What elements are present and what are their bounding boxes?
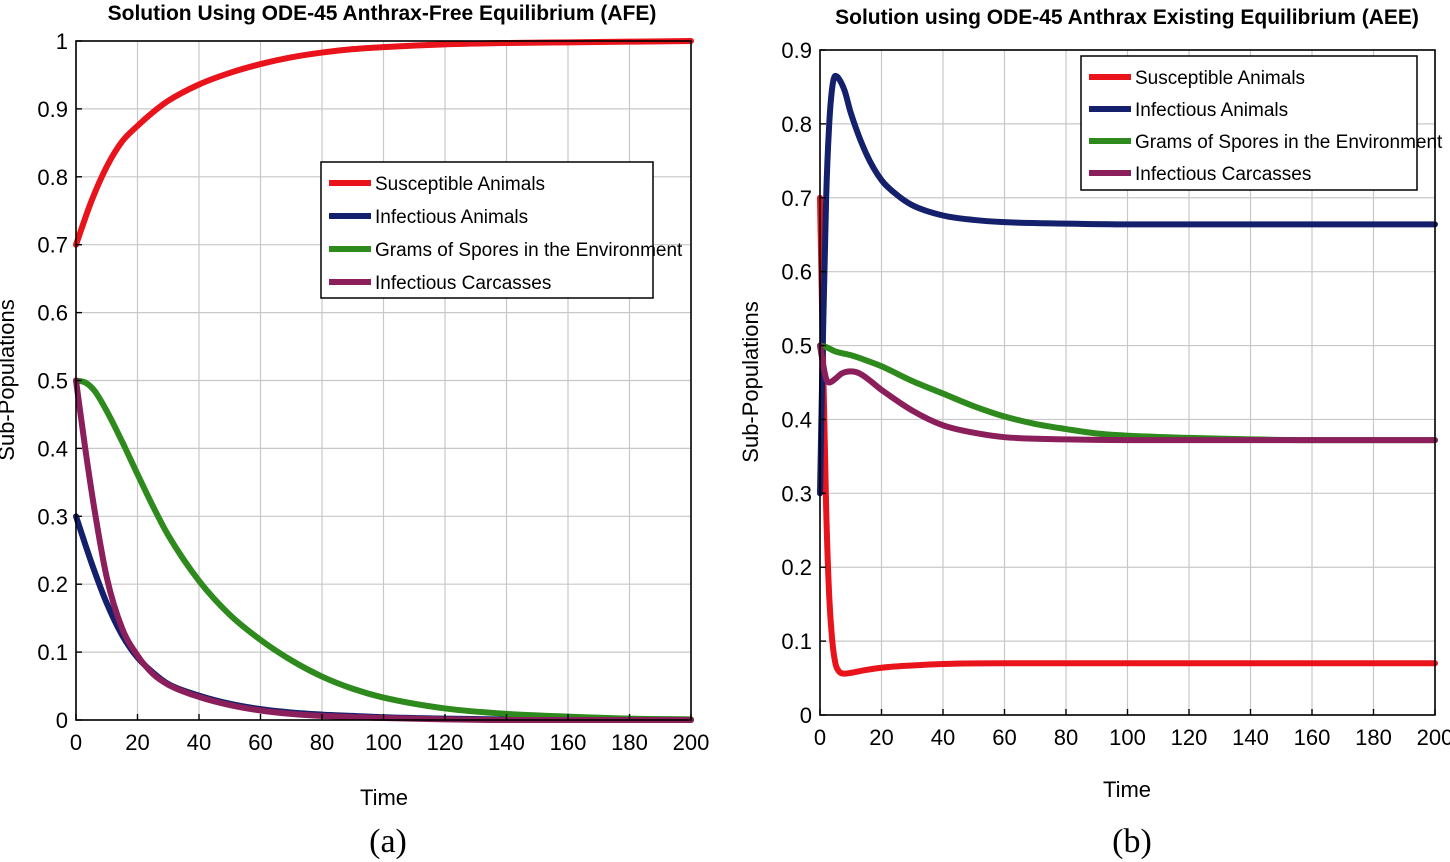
chart-b-xtick-label: 80 — [1054, 725, 1078, 750]
chart-a-legend-entries: Susceptible Animals Infectious Animals Gra… — [329, 174, 683, 294]
chart-b-legend-label-spores: Grams of Spores in the Environment — [1135, 132, 1443, 153]
chart-b-xtick-label: 140 — [1232, 725, 1269, 750]
chart-a-xlabel: Time — [360, 785, 408, 810]
chart-a-legend-box — [320, 161, 654, 299]
chart-b-ytick-label: 0.8 — [781, 112, 812, 137]
chart-a-xtick-label: 0 — [70, 730, 82, 755]
chart-b-legend-box — [1080, 55, 1418, 191]
chart-a-ticks: 0 20 40 60 80 100 120 140 160 180 200 0 0.1 0.2 0.3 0.4… — [37, 29, 709, 755]
chart-a-series-spores — [73, 377, 694, 723]
chart-b-xtick-label: 100 — [1109, 725, 1146, 750]
chart-b-panel-label: (b) — [1112, 823, 1152, 860]
chart-a-ytick-label: 0.5 — [37, 369, 68, 394]
chart-b-ytick-label: 0.5 — [781, 334, 812, 359]
chart-b-ticks: 0 20 40 60 80 100 120 140 160 180 200 0 0.1 0.2 0.3 0.4… — [781, 38, 1450, 750]
chart-a-xtick-label: 40 — [187, 730, 211, 755]
chart-b-series-susceptible — [817, 194, 1438, 677]
chart-b-xtick-label: 200 — [1417, 725, 1450, 750]
chart-b-ylabel: Sub-Populations — [738, 301, 763, 462]
chart-panel-a: Solution Using ODE-45 Anthrax-Free Equil… — [0, 2, 709, 860]
chart-b-xtick-label: 120 — [1171, 725, 1208, 750]
chart-b-ytick-label: 0.7 — [781, 186, 812, 211]
chart-b-ytick-label: 0.3 — [781, 481, 812, 506]
chart-a-xtick-label: 100 — [365, 730, 402, 755]
chart-b-ytick-label: 0 — [800, 703, 812, 728]
chart-b-title: Solution using ODE-45 Anthrax Existing E… — [835, 6, 1419, 29]
chart-b-xlabel: Time — [1103, 777, 1151, 802]
chart-a-ytick-label: 1 — [56, 29, 68, 54]
chart-a-ytick-label: 0.7 — [37, 233, 68, 258]
chart-a-xtick-label: 200 — [673, 730, 710, 755]
chart-b-series — [817, 72, 1438, 677]
chart-a-ytick-label: 0.1 — [37, 640, 68, 665]
chart-b-xtick-label: 180 — [1355, 725, 1392, 750]
chart-b-xtick-label: 20 — [869, 725, 893, 750]
chart-b-xtick-label: 60 — [992, 725, 1016, 750]
chart-b-xtick-label: 40 — [931, 725, 955, 750]
chart-a-legend-label-spores: Grams of Spores in the Environment — [375, 240, 683, 261]
chart-a-series-susceptible — [73, 38, 694, 248]
chart-a-xtick-label: 60 — [248, 730, 272, 755]
chart-a-xtick-label: 180 — [611, 730, 648, 755]
chart-b-ytick-label: 0.1 — [781, 629, 812, 654]
chart-b-ytick-label: 0.6 — [781, 260, 812, 285]
chart-b-ytick-label: 0.2 — [781, 555, 812, 580]
chart-b-series-infectious — [817, 72, 1438, 497]
chart-a-legend-label-carcasses: Infectious Carcasses — [375, 273, 551, 294]
chart-a-ytick-label: 0.4 — [37, 436, 68, 461]
chart-a-legend: Susceptible Animals Infectious Animals Gra… — [320, 161, 683, 299]
chart-a-xtick-label: 160 — [550, 730, 587, 755]
chart-b-series-carcasses — [817, 342, 1438, 444]
chart-a-title: Solution Using ODE-45 Anthrax-Free Equil… — [108, 2, 657, 25]
chart-a-ytick-label: 0.9 — [37, 97, 68, 122]
chart-a-ylabel: Sub-Populations — [0, 299, 19, 460]
chart-a-xtick-label: 120 — [427, 730, 464, 755]
chart-a-xtick-label: 20 — [125, 730, 149, 755]
chart-b-xtick-label: 160 — [1294, 725, 1331, 750]
chart-a-ytick-label: 0.2 — [37, 572, 68, 597]
chart-a-xtick-label: 140 — [488, 730, 525, 755]
chart-a-legend-label-susceptible: Susceptible Animals — [375, 174, 545, 195]
chart-a-ytick-label: 0.6 — [37, 301, 68, 326]
chart-b-legend: Susceptible Animals Infectious Animals Gra… — [1080, 55, 1443, 191]
chart-b-xtick-label: 0 — [814, 725, 826, 750]
chart-b-legend-entries: Susceptible Animals Infectious Animals Gra… — [1089, 68, 1443, 185]
chart-panel-b: Solution using ODE-45 Anthrax Existing E… — [738, 6, 1450, 860]
chart-b-ytick-label: 0.4 — [781, 407, 812, 432]
chart-a-panel-label: (a) — [369, 823, 407, 860]
chart-b-legend-label-susceptible: Susceptible Animals — [1135, 68, 1305, 89]
chart-a-ytick-label: 0 — [56, 708, 68, 733]
chart-a-ytick-label: 0.8 — [37, 165, 68, 190]
chart-b-ytick-label: 0.9 — [781, 38, 812, 63]
chart-a-legend-label-infectious: Infectious Animals — [375, 207, 528, 228]
chart-b-legend-label-carcasses: Infectious Carcasses — [1135, 164, 1311, 185]
chart-b-legend-label-infectious: Infectious Animals — [1135, 100, 1288, 121]
chart-a-xtick-label: 80 — [310, 730, 334, 755]
chart-a-grid — [75, 40, 692, 721]
chart-a-ytick-label: 0.3 — [37, 504, 68, 529]
